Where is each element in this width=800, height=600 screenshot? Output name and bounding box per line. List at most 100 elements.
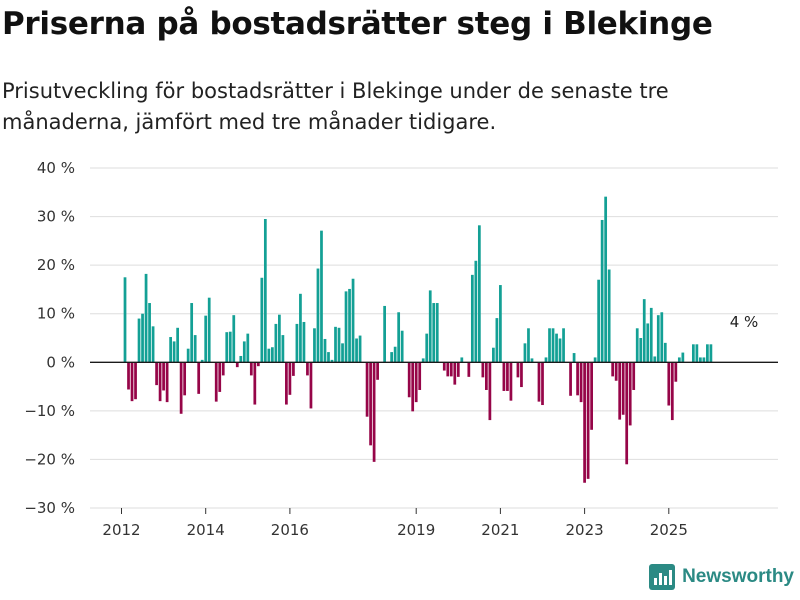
bar <box>344 291 348 363</box>
bar <box>516 362 520 378</box>
bar <box>625 362 629 465</box>
chart-subtitle: Prisutveckling för bostadsrätter i Bleki… <box>2 79 669 134</box>
y-tick-label: 40 % <box>37 159 75 177</box>
bar <box>186 348 190 363</box>
bar <box>527 328 530 363</box>
bar <box>695 344 699 363</box>
bar <box>141 313 144 363</box>
y-tick-label: 0 % <box>46 353 75 371</box>
bar <box>646 323 650 363</box>
bar <box>292 362 295 376</box>
bar <box>162 362 165 391</box>
bar <box>520 362 523 388</box>
bar <box>642 299 646 363</box>
bar <box>376 362 379 380</box>
bar <box>523 343 527 363</box>
bar <box>474 260 478 363</box>
bar <box>330 359 334 363</box>
bar <box>597 279 601 363</box>
x-tick-label: 2023 <box>566 521 604 539</box>
bar <box>442 362 446 371</box>
x-tick-label: 2021 <box>481 521 519 539</box>
bar <box>285 362 288 405</box>
bar <box>628 362 632 426</box>
bar <box>446 362 450 377</box>
bar <box>309 362 313 409</box>
bar <box>477 225 481 363</box>
bar <box>270 347 274 363</box>
bar <box>674 362 678 382</box>
bar <box>449 362 453 377</box>
bar <box>621 362 625 415</box>
bar <box>393 346 397 363</box>
bar <box>260 277 264 363</box>
bar <box>558 338 562 363</box>
bar <box>193 335 197 363</box>
bar <box>492 347 495 363</box>
x-tick-label: 2012 <box>102 521 140 539</box>
bar <box>267 348 271 363</box>
bar <box>239 355 243 363</box>
bar <box>137 318 141 363</box>
bar <box>323 338 327 363</box>
bar <box>144 273 148 363</box>
bar <box>302 321 306 363</box>
bar <box>660 312 664 363</box>
bar <box>179 362 183 414</box>
bar <box>639 338 643 363</box>
brand-logo: Newsworthy <box>649 564 794 590</box>
bar <box>488 362 492 421</box>
bar <box>607 269 611 363</box>
bar <box>407 362 411 398</box>
last-value-label: 4 % <box>730 313 759 331</box>
bar <box>228 331 232 363</box>
bar <box>334 326 337 363</box>
chart-title: Priserna på bostadsrätter steg i Bleking… <box>2 6 713 42</box>
bar <box>299 293 302 363</box>
bar <box>176 327 180 363</box>
bar <box>691 344 695 363</box>
bar <box>383 305 386 363</box>
bar-chart-logo-icon <box>649 564 676 590</box>
bar <box>295 323 299 363</box>
bar <box>600 219 604 363</box>
bar <box>562 328 565 363</box>
bar <box>232 315 236 363</box>
bar <box>572 353 576 363</box>
bar <box>481 362 485 378</box>
bar <box>414 362 418 403</box>
x-tick-label: 2014 <box>187 521 225 539</box>
bar <box>702 357 706 363</box>
bar <box>432 303 436 363</box>
bar <box>288 362 292 395</box>
bar <box>537 362 541 402</box>
bar <box>653 356 657 363</box>
x-tick-label: 2016 <box>271 521 309 539</box>
bar <box>435 303 439 363</box>
bar <box>274 323 278 363</box>
bar <box>320 230 323 363</box>
bar <box>611 362 615 377</box>
bar <box>663 342 667 363</box>
bar <box>579 362 583 403</box>
bar <box>548 328 551 363</box>
bar <box>681 352 685 363</box>
bar <box>502 362 506 391</box>
bar <box>418 362 422 390</box>
y-tick-label: −20 % <box>24 450 75 468</box>
bar <box>456 362 460 377</box>
bar <box>425 333 429 363</box>
bar <box>614 362 618 381</box>
bar <box>583 362 586 483</box>
bar <box>127 362 130 390</box>
y-tick-label: 30 % <box>37 208 75 226</box>
bar <box>337 327 341 363</box>
bar <box>204 315 208 363</box>
bar <box>460 357 464 363</box>
bar <box>541 362 544 406</box>
bar <box>470 274 474 363</box>
y-tick-label: 10 % <box>37 305 75 323</box>
bar <box>593 357 597 363</box>
bar <box>256 362 260 367</box>
